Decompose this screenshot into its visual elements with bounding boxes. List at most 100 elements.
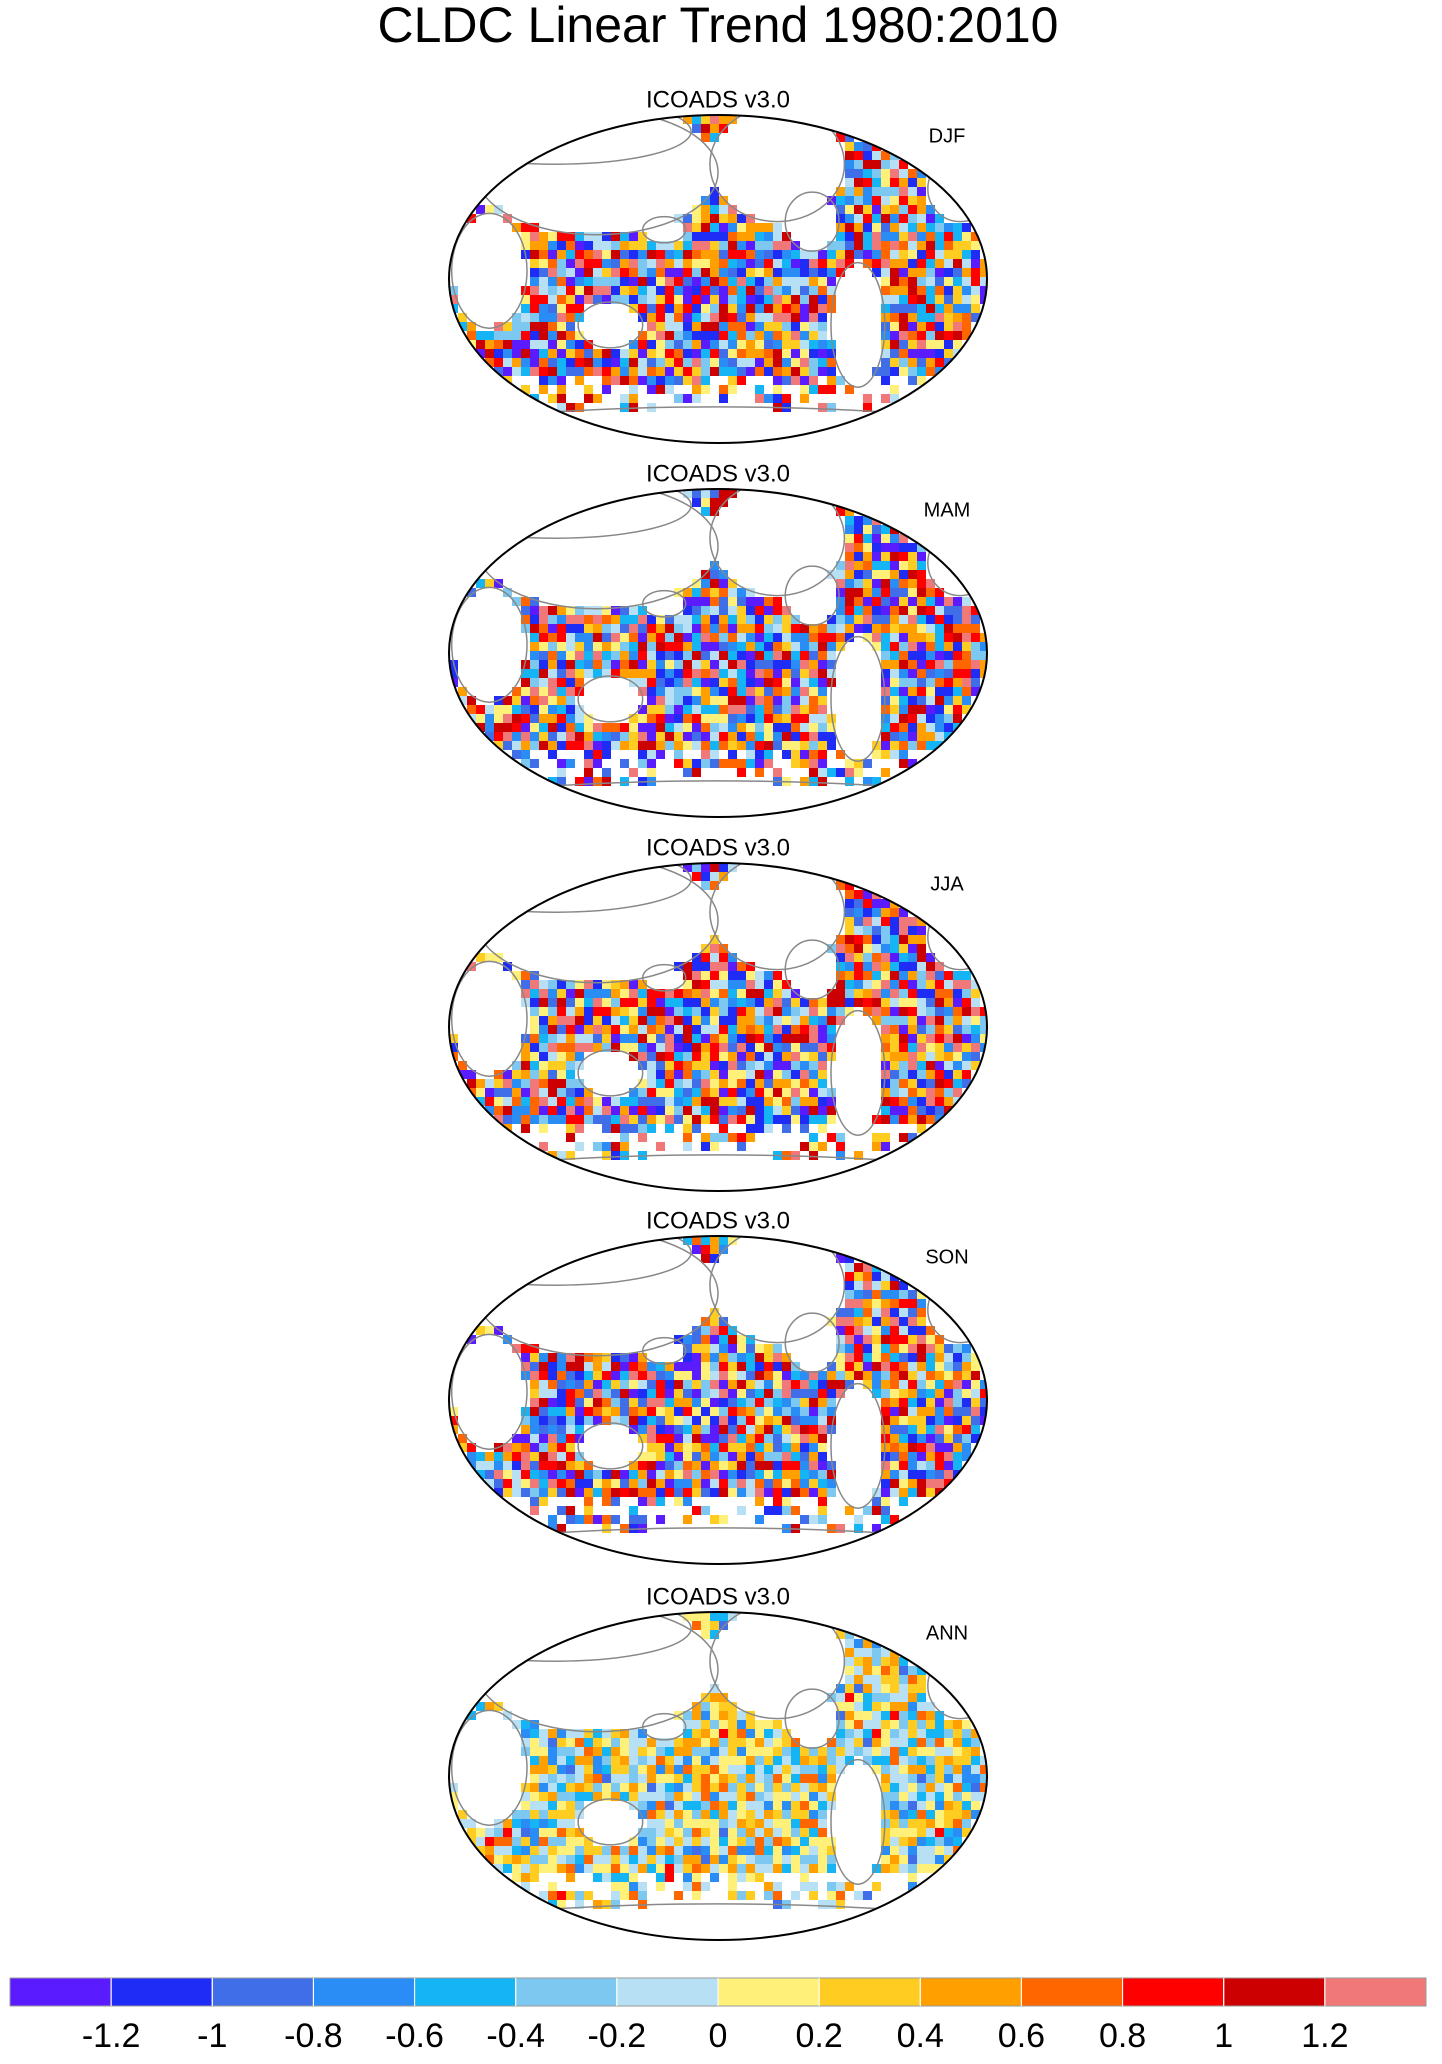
- grid-cell: [854, 1657, 863, 1666]
- grid-cell: [944, 1034, 953, 1043]
- grid-cell: [701, 277, 710, 286]
- grid-cell: [647, 633, 656, 642]
- grid-cell: [683, 615, 692, 624]
- grid-cell: [836, 980, 845, 989]
- grid-cell: [566, 1747, 575, 1756]
- grid-cell: [629, 1016, 638, 1025]
- grid-cell: [467, 1828, 476, 1837]
- grid-cell: [467, 214, 476, 223]
- grid-cell: [935, 588, 944, 597]
- grid-cell: [899, 1702, 908, 1711]
- grid-cell: [791, 1479, 800, 1488]
- grid-cell: [854, 597, 863, 606]
- grid-cell: [854, 1711, 863, 1720]
- grid-cell: [908, 169, 917, 178]
- grid-cell: [926, 1097, 935, 1106]
- grid-cell: [539, 376, 548, 385]
- grid-cell: [971, 1380, 980, 1389]
- grid-cell: [719, 1792, 728, 1801]
- grid-cell: [872, 588, 881, 597]
- grid-cell: [872, 624, 881, 633]
- grid-cell: [566, 989, 575, 998]
- grid-cell: [944, 1070, 953, 1079]
- grid-cell: [737, 678, 746, 687]
- grid-cell: [557, 998, 566, 1007]
- grid-cell: [692, 651, 701, 660]
- grid-cell: [899, 980, 908, 989]
- grid-cell: [881, 1738, 890, 1747]
- grid-cell: [683, 1612, 692, 1621]
- grid-cell: [890, 232, 899, 241]
- grid-cell: [719, 1488, 728, 1497]
- grid-cell: [548, 1052, 557, 1061]
- grid-cell: [881, 178, 890, 187]
- grid-cell: [611, 376, 620, 385]
- grid-cell: [665, 1828, 674, 1837]
- grid-cell: [521, 1855, 530, 1864]
- grid-cell: [782, 1479, 791, 1488]
- grid-cell: [719, 313, 728, 322]
- grid-cell: [530, 989, 539, 998]
- grid-cell: [962, 1407, 971, 1416]
- grid-cell: [611, 1151, 620, 1160]
- grid-cell: [800, 741, 809, 750]
- grid-cell: [692, 295, 701, 304]
- grid-cell: [575, 998, 584, 1007]
- grid-cell: [521, 606, 530, 615]
- colorbar-box: [1122, 1977, 1225, 2007]
- grid-cell: [917, 552, 926, 561]
- grid-cell: [521, 1452, 530, 1461]
- grid-cell: [809, 759, 818, 768]
- grid-cell: [521, 232, 530, 241]
- grid-cell: [755, 277, 764, 286]
- grid-cell: [890, 660, 899, 669]
- grid-cell: [935, 1774, 944, 1783]
- grid-cell: [800, 1398, 809, 1407]
- grid-cell: [737, 1079, 746, 1088]
- colorbar-box: [1223, 1977, 1326, 2007]
- grid-cell: [782, 633, 791, 642]
- grid-cell: [557, 651, 566, 660]
- grid-cell: [593, 1756, 602, 1765]
- grid-cell: [710, 241, 719, 250]
- grid-cell: [791, 1016, 800, 1025]
- grid-cell: [890, 1783, 899, 1792]
- grid-cell: [530, 1828, 539, 1837]
- grid-cell: [656, 998, 665, 1007]
- grid-cell: [701, 1479, 710, 1488]
- grid-cell: [917, 313, 926, 322]
- grid-cell: [575, 250, 584, 259]
- grid-cell: [530, 1729, 539, 1738]
- grid-cell: [881, 259, 890, 268]
- grid-cell: [530, 1025, 539, 1034]
- grid-cell: [917, 1124, 926, 1133]
- grid-cell: [692, 1783, 701, 1792]
- grid-cell: [962, 1792, 971, 1801]
- grid-cell: [656, 1470, 665, 1479]
- grid-cell: [602, 232, 611, 241]
- grid-cell: [692, 678, 701, 687]
- grid-cell: [566, 651, 575, 660]
- grid-cell: [485, 1837, 494, 1846]
- grid-cell: [728, 750, 737, 759]
- grid-cell: [602, 1416, 611, 1425]
- grid-cell: [665, 660, 674, 669]
- grid-cell: [602, 1729, 611, 1738]
- grid-cell: [701, 1729, 710, 1738]
- grid-cell: [629, 259, 638, 268]
- grid-cell: [629, 606, 638, 615]
- grid-cell: [719, 1025, 728, 1034]
- grid-cell: [827, 286, 836, 295]
- grid-cell: [746, 723, 755, 732]
- grid-cell: [971, 1371, 980, 1380]
- grid-cell: [827, 1007, 836, 1016]
- grid-cell: [593, 1515, 602, 1524]
- grid-cell: [620, 1783, 629, 1792]
- grid-cell: [746, 1016, 755, 1025]
- grid-cell: [710, 980, 719, 989]
- grid-cell: [656, 1398, 665, 1407]
- coastline: [577, 301, 644, 349]
- grid-cell: [881, 998, 890, 1007]
- grid-cell: [575, 304, 584, 313]
- grid-cell: [791, 1079, 800, 1088]
